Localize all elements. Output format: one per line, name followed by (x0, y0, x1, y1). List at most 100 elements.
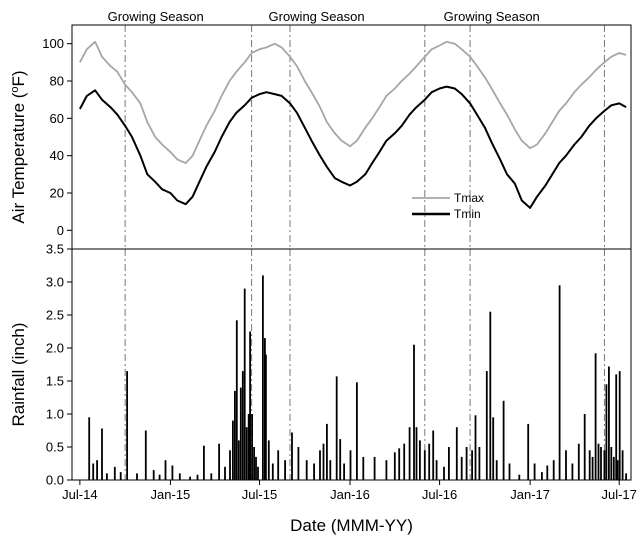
rainfall-bar (571, 463, 574, 480)
y-tick-label: 2.0 (46, 341, 64, 356)
y-tick-label: 20 (50, 186, 64, 201)
rainfall-bar (428, 443, 431, 480)
rainfall-bar (460, 456, 463, 480)
x-tick-label: Jul-16 (422, 487, 457, 502)
x-tick-label: Jul-14 (62, 487, 97, 502)
y-tick-label: 1.0 (46, 407, 64, 422)
season-labels: Growing Season Growing Season Growing Seas… (108, 9, 540, 24)
rainfall-bars (88, 275, 627, 480)
rainfall-bar (218, 443, 220, 480)
series-line-tmin (79, 85, 627, 209)
rainfall-bar (92, 463, 95, 480)
season-label: Growing Season (444, 9, 540, 24)
rainfall-bar (241, 371, 244, 480)
rainfall-bar (423, 450, 426, 480)
season-label: Growing Season (108, 9, 204, 24)
rainfall-bar (603, 450, 606, 480)
rainfall-bar (203, 445, 205, 480)
rainfall-bar (546, 465, 549, 480)
temperature-y-axis-label: Air Temperature (oF) (9, 70, 28, 223)
rainfall-bar (612, 456, 615, 480)
rainfall-bar (495, 460, 498, 480)
rainfall-bar (398, 448, 401, 480)
rainfall-bar (335, 376, 338, 480)
rainfall-bar (356, 382, 358, 480)
rainfall-bar (101, 428, 103, 480)
rainfall-bar (234, 390, 236, 480)
series-line-tmax (79, 40, 627, 164)
season-label: Growing Season (269, 9, 365, 24)
rainfall-bar (608, 366, 610, 480)
y-tick-label: 0 (57, 223, 64, 238)
x-tick-label: Jan-16 (330, 487, 370, 502)
rainfall-bar (239, 387, 242, 480)
rainfall-bar (552, 460, 555, 480)
legend: Tmax Tmin (412, 191, 484, 221)
rainfall-bar (541, 472, 543, 480)
y-tick-label: 3.0 (46, 275, 64, 290)
rainfall-bar (455, 427, 458, 480)
rainfall-bar (502, 400, 505, 480)
rainfall-bar (249, 331, 251, 480)
x-tick-label: Jul-17 (601, 487, 636, 502)
rainfall-bar (113, 466, 116, 480)
rainfall-bar (229, 450, 231, 480)
rainfall-bar (413, 344, 415, 480)
rainfall-bar (232, 420, 234, 480)
rainfall-bar (362, 456, 365, 480)
date-x-axis-label: Date (MMM-YY) (290, 516, 413, 535)
rainfall-bar (271, 463, 274, 480)
rainfall-bar (291, 432, 293, 480)
rainfall-bar (565, 450, 567, 480)
rainfall-bar (508, 463, 511, 480)
rainfall-bar (319, 450, 321, 480)
rainfall-bar (625, 473, 627, 480)
rainfall-bar (588, 450, 591, 480)
rainfall-bar (171, 465, 174, 480)
rainfall-bar (196, 474, 199, 480)
rainfall-bar (408, 427, 411, 480)
season-boundaries-rain (124, 249, 605, 480)
y-tick-label: 60 (50, 111, 64, 126)
y-tick-label: 3.5 (46, 242, 64, 257)
rainfall-bar (247, 414, 250, 480)
rainfall-bar (448, 447, 450, 480)
y-tick-label: 100 (42, 36, 64, 51)
rainfall-bar (257, 466, 259, 480)
rainfall-bar (465, 447, 468, 480)
rainfall-bar (326, 423, 328, 480)
rainfall-bar (435, 460, 438, 480)
rainfall-bar (533, 463, 536, 480)
rainfall-bar (443, 466, 445, 480)
rainfall-bar (485, 371, 488, 480)
rainfall-panel: 0.00.51.01.52.02.53.03.5 Jul-14 Jan-15 Jul… (9, 242, 637, 536)
rainfall-bar (600, 447, 602, 480)
rainfall-bar (126, 371, 128, 480)
rainfall-bar (235, 320, 238, 480)
rainfall-bar (255, 456, 257, 480)
rainfall-bar (136, 473, 138, 480)
rainfall-bar (349, 450, 352, 480)
x-tick-label: Jul-15 (242, 487, 277, 502)
rainfall-bar (237, 440, 240, 480)
rainfall-bar (618, 371, 621, 480)
y-tick-label: 2.5 (46, 308, 64, 323)
rainfall-bar (489, 311, 492, 480)
rainfall-y-axis-label: Rainfall (inch) (9, 323, 28, 427)
legend-label-tmin: Tmin (454, 207, 481, 221)
rainfall-bar (305, 460, 308, 480)
rainfall-bar (88, 417, 91, 480)
rainfall-bar (385, 460, 388, 480)
rainfall-bar (474, 415, 477, 480)
rainfall-bar (164, 460, 167, 480)
rainfall-bar (262, 275, 264, 480)
rainfall-bar (178, 473, 181, 480)
x-tick-label: Jan-15 (151, 487, 191, 502)
rainfall-y-ticks: 0.0 0.5 1.0 1.5 2.0 2.5 3.0 3.5 (46, 242, 72, 488)
rainfall-bar (297, 447, 300, 480)
date-x-ticks: Jul-14 Jan-15 Jul-15 Jan-16 Jul-16 Jan-17 Jul-… (62, 480, 637, 502)
rainfall-bar (583, 414, 586, 480)
rainfall-plot-frame (71, 248, 632, 481)
rainfall-bar (615, 374, 618, 480)
